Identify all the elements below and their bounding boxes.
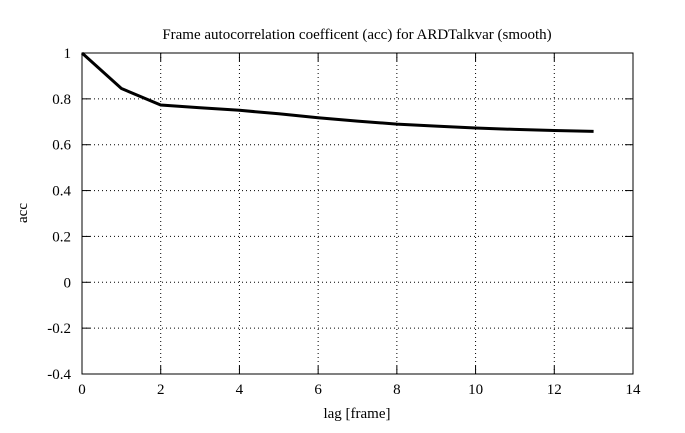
x-tick-label: 0: [78, 382, 86, 398]
y-tick-label: 0.8: [52, 92, 71, 108]
x-tick-label: 2: [157, 382, 165, 398]
y-tick-label: -0.4: [47, 367, 71, 383]
y-tick-label: -0.2: [47, 321, 71, 337]
x-tick-label: 10: [468, 382, 483, 398]
tick-marks: [81, 52, 634, 375]
x-axis-label: lag [frame]: [323, 406, 390, 422]
x-tick-label: 8: [393, 382, 401, 398]
y-tick-label: 0.2: [52, 229, 71, 245]
gridlines: [82, 53, 633, 374]
plot-area-border: [81, 52, 634, 375]
chart-title: Frame autocorrelation coefficent (acc) f…: [162, 27, 551, 43]
acc-curve: [80, 51, 594, 133]
x-tick-label: 6: [314, 382, 322, 398]
y-tick-label: 0.4: [52, 184, 71, 200]
y-tick-label: 0.6: [52, 138, 71, 154]
y-axis-label: acc: [15, 203, 31, 223]
y-tick-label: 1: [64, 46, 72, 62]
y-tick-labels: -0.4 -0.2 0 0.2 0.4 0.6 0.8 1: [47, 46, 71, 383]
x-tick-labels: 0 2 4 6 8 10 12 14: [78, 382, 641, 398]
x-tick-label: 12: [547, 382, 562, 398]
y-tick-label: 0: [64, 275, 72, 291]
x-tick-label: 14: [626, 382, 642, 398]
x-tick-label: 4: [236, 382, 244, 398]
